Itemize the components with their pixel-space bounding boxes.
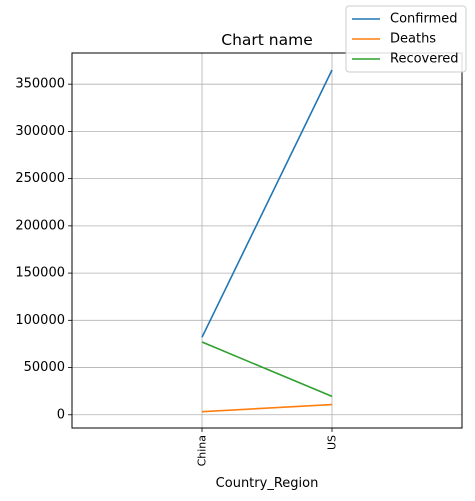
y-tick-label: 0 <box>57 407 65 422</box>
y-tick-label: 250000 <box>15 171 65 186</box>
y-tick-label: 300000 <box>15 124 65 139</box>
series-line-recovered <box>201 341 333 398</box>
legend-frame <box>345 5 467 73</box>
legend-label: Confirmed <box>390 12 458 27</box>
chart-title: Chart name <box>221 31 312 49</box>
y-tick-label: 200000 <box>15 218 65 233</box>
y-axis: 0 50000 100000 150000 200000 250000 300000 3500… <box>15 77 72 422</box>
legend-label: Deaths <box>390 32 436 47</box>
y-tick-label: 150000 <box>15 266 65 281</box>
y-tick-label: 100000 <box>15 313 65 328</box>
series-lines <box>201 69 333 413</box>
y-tick-label: 50000 <box>24 360 65 375</box>
series-line-deaths <box>201 403 333 413</box>
grid <box>72 53 462 428</box>
y-tick-label: 350000 <box>15 77 65 92</box>
x-tick-label: US <box>326 435 339 450</box>
series-line-confirmed <box>201 69 333 338</box>
x-axis: China US <box>196 428 339 466</box>
x-tick-label: China <box>196 435 209 466</box>
x-axis-label: Country_Region <box>216 476 319 491</box>
legend: Confirmed Deaths Recovered <box>345 5 467 73</box>
plot-frame <box>71 52 463 429</box>
legend-label: Recovered <box>390 52 459 67</box>
